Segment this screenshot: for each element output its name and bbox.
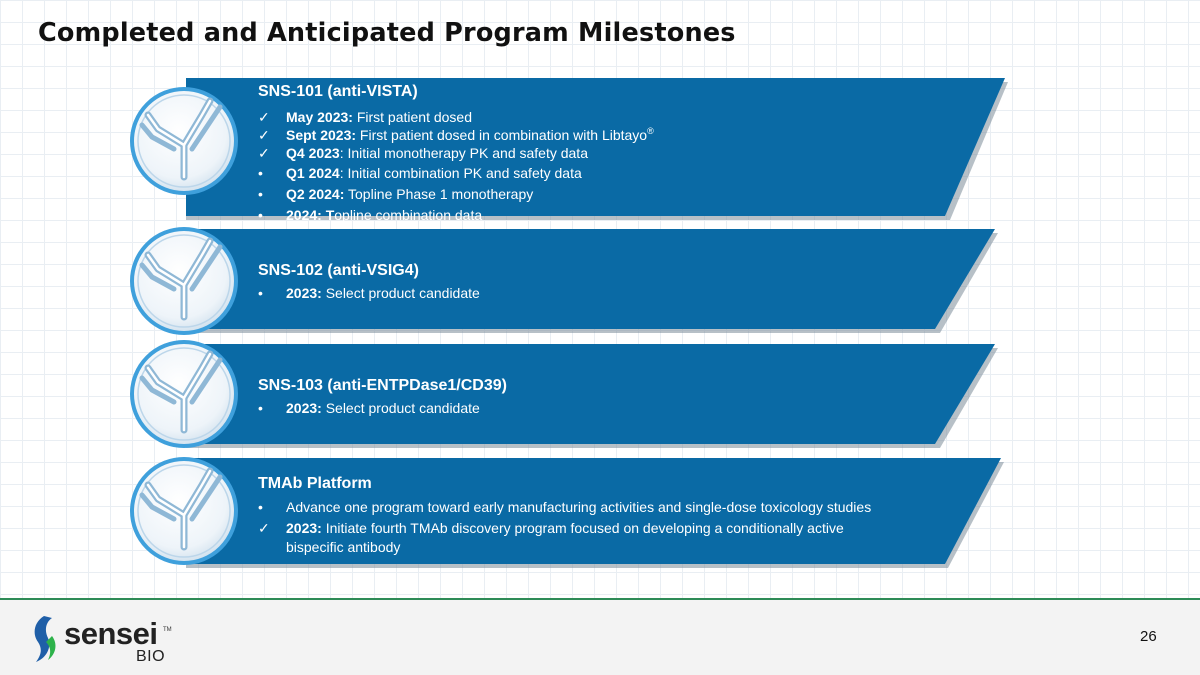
program-name: SNS-102 (anti-VSIG4) (258, 262, 419, 279)
program-name: SNS-101 (anti-VISTA) (258, 83, 418, 100)
antibody-icon (130, 457, 238, 565)
program-band-tmab: TMAb Platform • Advance one program towar… (0, 457, 1200, 568)
page-number: 26 (1140, 628, 1157, 645)
antibody-icon (130, 87, 238, 195)
program-name: SNS-103 (anti-ENTPDase1/CD39) (258, 377, 507, 394)
band-background (186, 229, 998, 333)
milestone-item: • Q2 2024: Topline Phase 1 monotherapy (258, 186, 534, 202)
program-band-sns101: SNS-101 (anti-VISTA) ✓ May 2023: First pa… (0, 78, 1200, 223)
band-background (186, 344, 998, 448)
slide-title: Completed and Anticipated Program Milest… (38, 18, 736, 48)
sensei-logo-icon (34, 616, 56, 662)
logo-subtext: BIO (136, 648, 166, 665)
milestone-item: • 2023: Select product candidate (258, 285, 480, 301)
antibody-icon (130, 340, 238, 448)
logo-trademark: TM (163, 627, 172, 633)
milestone-item: ✓ 2023: Initiate fourth TMAb discovery pr… (258, 520, 844, 555)
milestone-item: ✓ May 2023: First patient dosed (258, 109, 472, 125)
program-name: TMAb Platform (258, 475, 372, 492)
footer (0, 598, 1200, 675)
milestone-item: • Advance one program toward early manufa… (258, 499, 872, 515)
band-background (186, 458, 1004, 568)
milestone-item: ✓ Sept 2023: First patient dosed in combi… (258, 126, 654, 144)
milestone-item: • 2024: Topline combination data (258, 207, 483, 223)
milestone-item: • Q1 2024: Initial combination PK and saf… (258, 165, 582, 181)
program-band-sns102: SNS-102 (anti-VSIG4) • 2023: Select produ… (0, 227, 1200, 335)
band-background (186, 78, 1008, 220)
milestone-item: • 2023: Select product candidate (258, 400, 480, 416)
milestone-item: ✓ Q4 2023: Initial monotherapy PK and saf… (258, 145, 588, 161)
program-band-sns103: SNS-103 (anti-ENTPDase1/CD39) • 2023: Sel… (0, 340, 1200, 448)
antibody-icon (130, 227, 238, 335)
logo-wordmark: sensei (64, 616, 158, 651)
